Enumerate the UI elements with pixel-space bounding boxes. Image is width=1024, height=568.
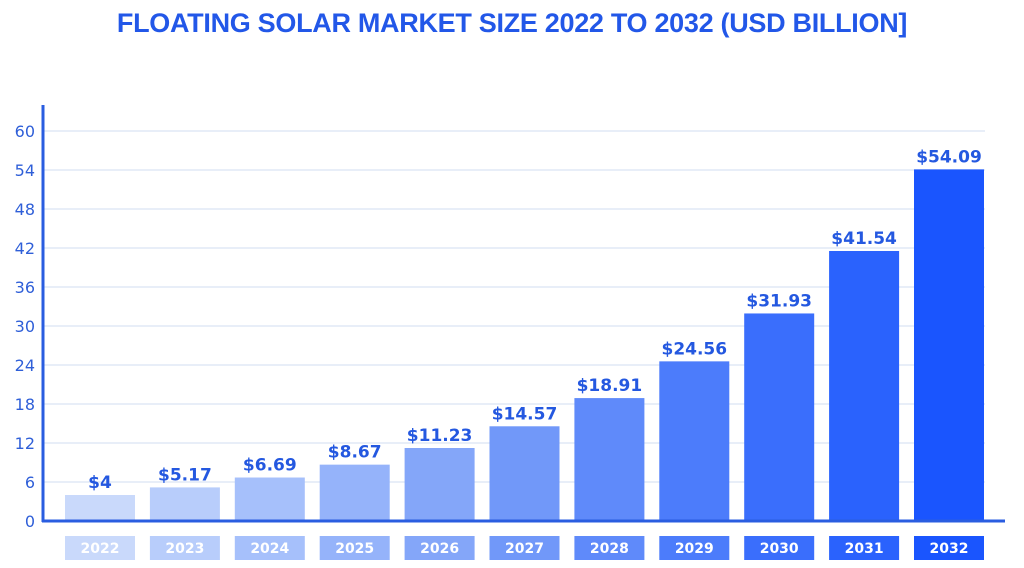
x-category-box	[914, 536, 984, 560]
bar	[319, 464, 390, 521]
x-category-box	[829, 536, 900, 560]
x-category-box	[574, 536, 645, 560]
data-label: $6.69	[243, 456, 297, 476]
value-labels: $4 $5.17 $6.69 $8.67 $11.23 $14.57 $18.91 $24.5…	[88, 147, 982, 493]
x-tick-label: 2025	[335, 541, 374, 557]
bar	[234, 477, 305, 521]
x-axis-categories: 2022 2023 2024 2025 2026 2027 2028 2029 2030 2031…	[65, 536, 984, 560]
x-tick-label: 2026	[420, 541, 459, 557]
y-tick-label: 48	[15, 200, 35, 219]
x-tick-label: 2027	[505, 541, 544, 557]
bar	[659, 361, 730, 521]
bar	[744, 313, 815, 521]
data-label: $8.67	[328, 443, 382, 463]
y-tick-label: 18	[15, 395, 35, 414]
x-tick-label: 2023	[165, 541, 204, 557]
y-tick-label: 60	[15, 122, 35, 141]
x-category-box	[404, 536, 475, 560]
x-category-box	[489, 536, 560, 560]
data-label: $24.56	[661, 339, 727, 359]
x-category-box	[659, 536, 730, 560]
y-tick-label: 30	[15, 317, 35, 336]
data-label: $41.54	[831, 229, 897, 249]
x-tick-label: 2028	[590, 541, 629, 557]
data-label: $4	[88, 473, 112, 493]
bar	[829, 250, 900, 522]
bar	[149, 487, 220, 521]
y-axis-ticks: 0 6 12 18 24 30 36 42 48 54 60	[15, 122, 35, 531]
bar	[65, 495, 135, 521]
data-label: $5.17	[158, 465, 212, 485]
bar	[914, 169, 984, 522]
bar	[404, 448, 475, 521]
y-tick-label: 54	[15, 161, 35, 180]
x-tick-label: 2030	[760, 541, 799, 557]
x-category-box	[744, 536, 815, 560]
x-tick-label: 2022	[81, 541, 120, 557]
data-label: $11.23	[407, 426, 473, 446]
x-tick-label: 2032	[930, 541, 969, 557]
bar	[489, 426, 560, 521]
y-tick-label: 36	[15, 278, 35, 297]
x-tick-label: 2029	[675, 541, 714, 557]
chart-title: FLOATING SOLAR MARKET SIZE 2022 TO 2032 …	[116, 8, 908, 38]
x-tick-label: 2024	[250, 541, 289, 557]
x-tick-label: 2031	[845, 541, 884, 557]
x-category-box	[319, 536, 390, 560]
data-label: $54.09	[916, 147, 982, 167]
y-tick-label: 24	[15, 356, 35, 375]
y-tick-label: 12	[15, 434, 35, 453]
data-label: $18.91	[577, 376, 643, 396]
data-label: $31.93	[746, 291, 812, 311]
y-tick-label: 42	[15, 239, 35, 258]
data-label: $14.57	[492, 404, 558, 424]
x-category-box	[234, 536, 305, 560]
y-tick-label: 0	[25, 512, 35, 531]
x-category-box	[65, 536, 135, 560]
bars	[65, 169, 984, 522]
bar	[574, 398, 645, 521]
x-category-box	[149, 536, 220, 560]
y-tick-label: 6	[25, 473, 35, 492]
